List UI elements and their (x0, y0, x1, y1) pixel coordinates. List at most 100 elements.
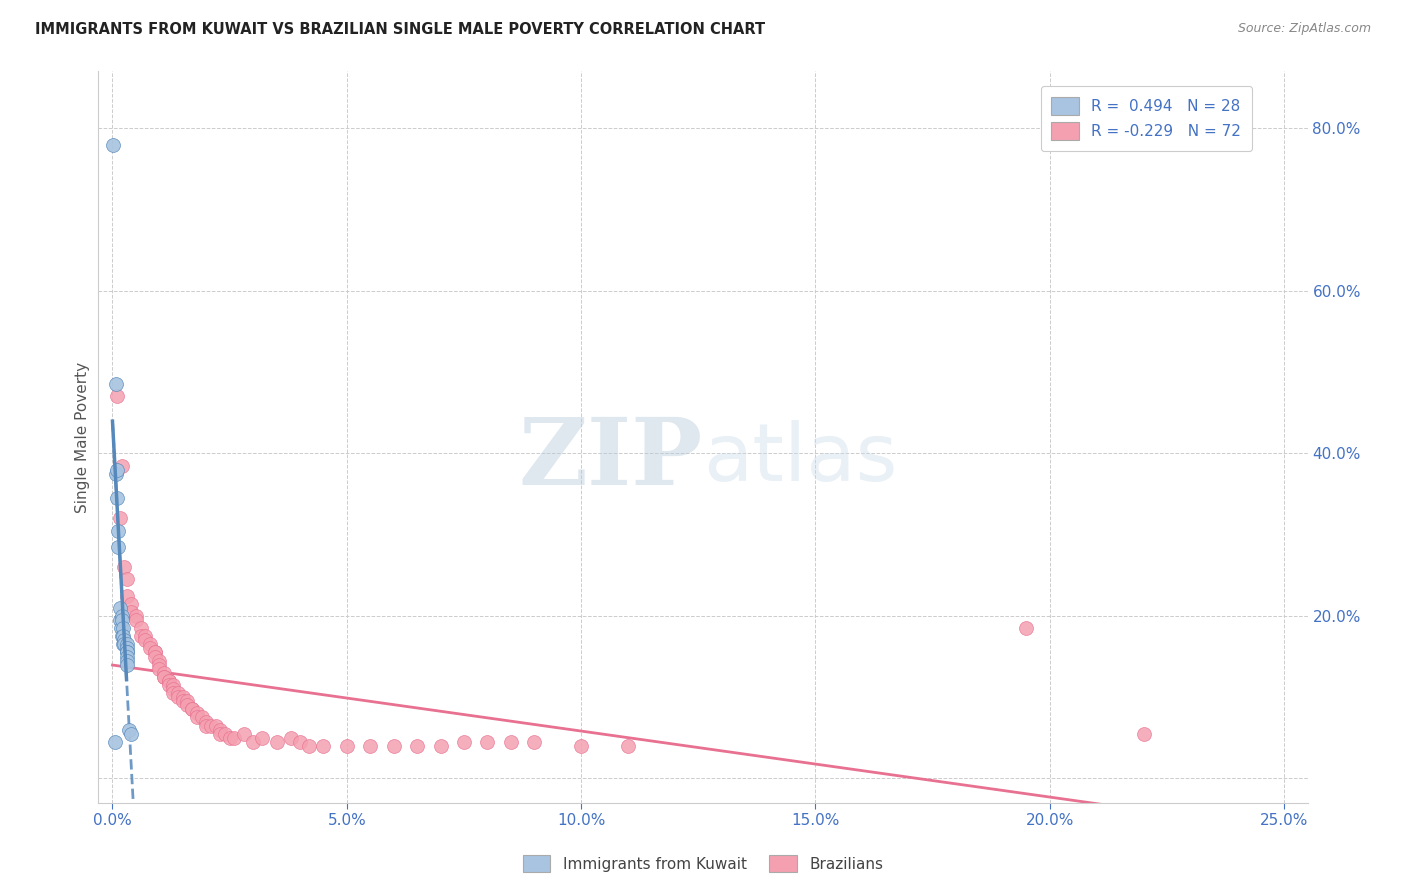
Point (214, 727, 236, 741)
Point (186, 706, 208, 721)
Point (167, 690, 190, 705)
Point (204, 718, 226, 732)
Point (499, 735, 522, 749)
Text: IMMIGRANTS FROM KUWAIT VS BRAZILIAN SINGLE MALE POVERTY CORRELATION CHART: IMMIGRANTS FROM KUWAIT VS BRAZILIAN SING… (35, 22, 765, 37)
Point (336, 739, 359, 753)
Point (157, 673, 180, 688)
Point (359, 739, 381, 753)
Point (111, 621, 134, 635)
Point (280, 731, 302, 745)
Point (195, 714, 218, 729)
Point (115, 641, 138, 656)
Point (108, 613, 131, 627)
Point (115, 649, 138, 664)
Point (115, 645, 138, 659)
Point (181, 702, 204, 716)
Point (139, 637, 162, 651)
Point (120, 727, 142, 741)
Text: atlas: atlas (703, 420, 897, 498)
Point (181, 702, 204, 716)
Point (108, 511, 131, 525)
Point (252, 731, 274, 745)
Point (112, 560, 135, 574)
Text: ZIP: ZIP (519, 414, 703, 504)
Point (111, 608, 134, 623)
Point (115, 657, 138, 672)
Point (218, 731, 240, 745)
Y-axis label: Single Male Poverty: Single Male Poverty (75, 361, 90, 513)
Point (143, 649, 166, 664)
Point (298, 739, 321, 753)
Point (104, 735, 127, 749)
Point (162, 678, 184, 692)
Point (111, 629, 134, 643)
Point (176, 694, 198, 708)
Point (382, 739, 405, 753)
Point (266, 735, 288, 749)
Point (111, 629, 134, 643)
Point (115, 645, 138, 659)
Point (242, 735, 264, 749)
Point (186, 710, 208, 724)
Point (111, 613, 134, 627)
Point (162, 686, 184, 700)
Point (105, 491, 128, 505)
Point (157, 673, 180, 688)
Point (125, 608, 148, 623)
Text: Source: ZipAtlas.com: Source: ZipAtlas.com (1237, 22, 1371, 36)
Point (148, 654, 170, 668)
Point (111, 637, 134, 651)
Point (105, 467, 128, 481)
Point (153, 670, 176, 684)
Point (139, 641, 162, 656)
Point (167, 686, 190, 700)
Point (172, 690, 194, 705)
Point (107, 540, 129, 554)
Point (1015, 621, 1038, 635)
Point (110, 621, 132, 635)
Point (105, 389, 128, 403)
Point (105, 377, 128, 392)
Point (118, 723, 141, 737)
Point (209, 723, 232, 737)
Point (148, 657, 170, 672)
Point (288, 735, 311, 749)
Point (176, 698, 198, 713)
Point (209, 727, 232, 741)
Point (523, 735, 546, 749)
Point (134, 629, 156, 643)
Point (232, 727, 254, 741)
Point (617, 739, 640, 753)
Point (195, 718, 218, 732)
Point (115, 589, 138, 603)
Point (477, 735, 499, 749)
Point (129, 621, 152, 635)
Point (111, 458, 134, 473)
Point (148, 662, 170, 676)
Point (120, 605, 142, 619)
Point (157, 678, 180, 692)
Point (406, 739, 429, 753)
Point (312, 739, 335, 753)
Point (143, 645, 166, 659)
Point (1132, 727, 1154, 741)
Point (107, 524, 129, 538)
Point (224, 731, 246, 745)
Point (115, 572, 138, 586)
Point (120, 597, 142, 611)
Point (134, 633, 156, 648)
Point (172, 694, 194, 708)
Point (108, 600, 131, 615)
Point (429, 739, 451, 753)
Point (153, 665, 176, 680)
Point (162, 681, 184, 696)
Point (153, 670, 176, 684)
Point (105, 462, 128, 476)
Legend: R =  0.494   N = 28, R = -0.229   N = 72: R = 0.494 N = 28, R = -0.229 N = 72 (1040, 87, 1251, 151)
Point (103, 137, 125, 152)
Point (112, 633, 135, 648)
Point (143, 645, 166, 659)
Point (129, 629, 152, 643)
Point (115, 654, 138, 668)
Point (115, 637, 138, 651)
